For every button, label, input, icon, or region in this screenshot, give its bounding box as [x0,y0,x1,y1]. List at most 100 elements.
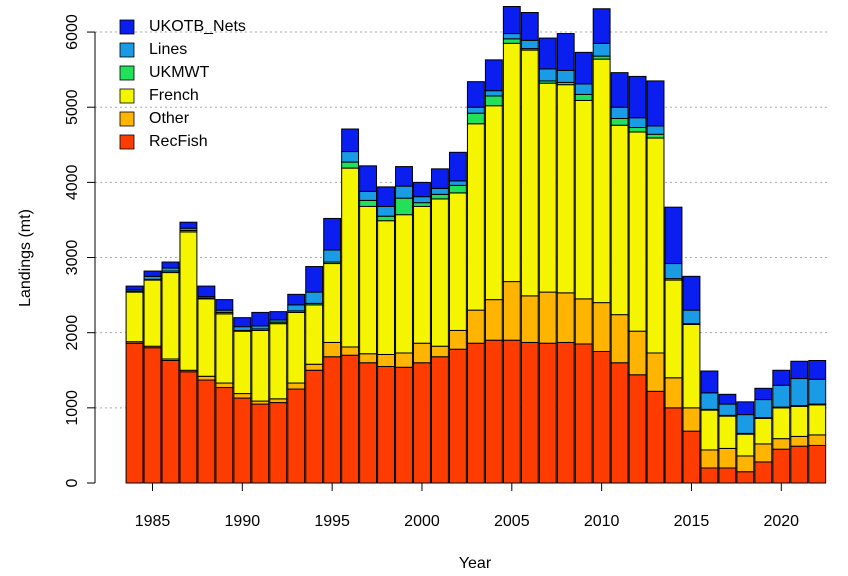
bar-segment [574,51,593,85]
bar-segment [287,304,306,312]
bar-segment [341,346,360,356]
y-tick-label: 1000 [64,390,81,426]
bar-segment [395,214,413,354]
bar-segment [413,181,431,198]
bar-segment [251,311,270,327]
bar-segment [736,433,755,457]
bar-segment [520,295,539,343]
bar-segment [718,467,737,484]
bar-segment [556,292,575,343]
bar-segment [808,404,827,436]
bar-segment [323,263,342,343]
bar-segment [628,374,647,484]
bar-segment [808,359,827,380]
legend-swatch [119,111,135,127]
bar-segment [502,281,521,341]
y-tick-label: 2000 [64,315,81,351]
bar-segment [592,350,611,484]
bar-segment [341,128,360,153]
bar-segment [718,393,737,405]
bar-segment [377,353,395,368]
bar-segment [538,68,557,82]
bar-segment [502,42,521,283]
bar-segment [448,151,467,182]
bar-segment [359,190,378,201]
bar-segment [754,387,773,401]
bar-segment [359,205,378,355]
bar-segment [161,261,180,269]
x-tick-label: 2010 [584,513,620,530]
bar-segment [413,362,431,484]
bar-segment [197,285,216,298]
bar-segment [574,99,593,300]
bar-segment [736,455,755,473]
y-tick-label: 3000 [64,240,81,276]
bar-segment [359,353,378,364]
bar-segment [574,83,593,95]
bar-segment [179,371,198,484]
legend-label: RecFish [149,133,208,150]
legend-swatch [119,88,135,104]
bar-segment [466,309,485,344]
bar-segment [323,356,342,484]
bar-segment [215,382,234,389]
bar-segment [430,198,449,347]
bar-segment [161,272,180,360]
x-tick-label: 1990 [225,513,261,530]
bar-segment [538,82,557,293]
bar-segment [359,362,378,484]
bar-segment [395,352,413,368]
bar-segment [682,275,701,311]
x-tick-label: 2015 [674,513,710,530]
bar-segment [808,434,827,446]
bar-segment [395,197,413,216]
bar-segment [377,186,395,207]
bar-segment [718,447,737,469]
bar-segment [502,33,521,40]
bar-segment [664,263,683,280]
bar-segment [125,285,144,291]
bar-segment [305,304,324,365]
bar-segment [520,39,539,50]
bar-segment [430,187,449,195]
bar-segment [197,298,216,377]
bar-segment [700,467,719,484]
bar-segment [233,317,252,328]
bar-segment [484,339,503,484]
bar-segment [610,106,629,119]
bar-segment [341,354,360,484]
bar-segment [664,279,683,379]
legend-label: Lines [149,41,187,58]
bar-segment [772,369,791,386]
bar-segment [502,339,521,484]
legend-swatch [119,19,135,35]
bar-segment [143,270,162,277]
bar-segment [700,370,719,394]
bar-segment [448,348,467,484]
bar-segment [610,117,629,126]
bar-segment [287,382,306,390]
bar-segment [341,161,360,169]
bar-segment [556,84,575,294]
bar-segment [377,220,395,355]
bar-segment [664,377,683,409]
bar-segment [772,407,791,440]
bar-segment [610,72,629,108]
bar-segment [305,291,324,304]
bar-segment [808,378,827,405]
bar-segment [556,33,575,71]
bar-segment [628,330,647,376]
bar-segment [125,291,144,343]
bar-segment [610,362,629,484]
bar-segment [574,93,593,101]
bar-segment [430,168,449,189]
bar-segment [790,405,809,437]
bar-segment [502,6,521,35]
bar-segment [466,123,485,311]
bar-segment [341,151,360,163]
bar-segment [466,112,485,125]
bar-segment [413,196,431,204]
bar-segment [736,414,755,434]
bar-segment [736,471,755,484]
y-axis-title: Landings (mt) [17,209,34,307]
